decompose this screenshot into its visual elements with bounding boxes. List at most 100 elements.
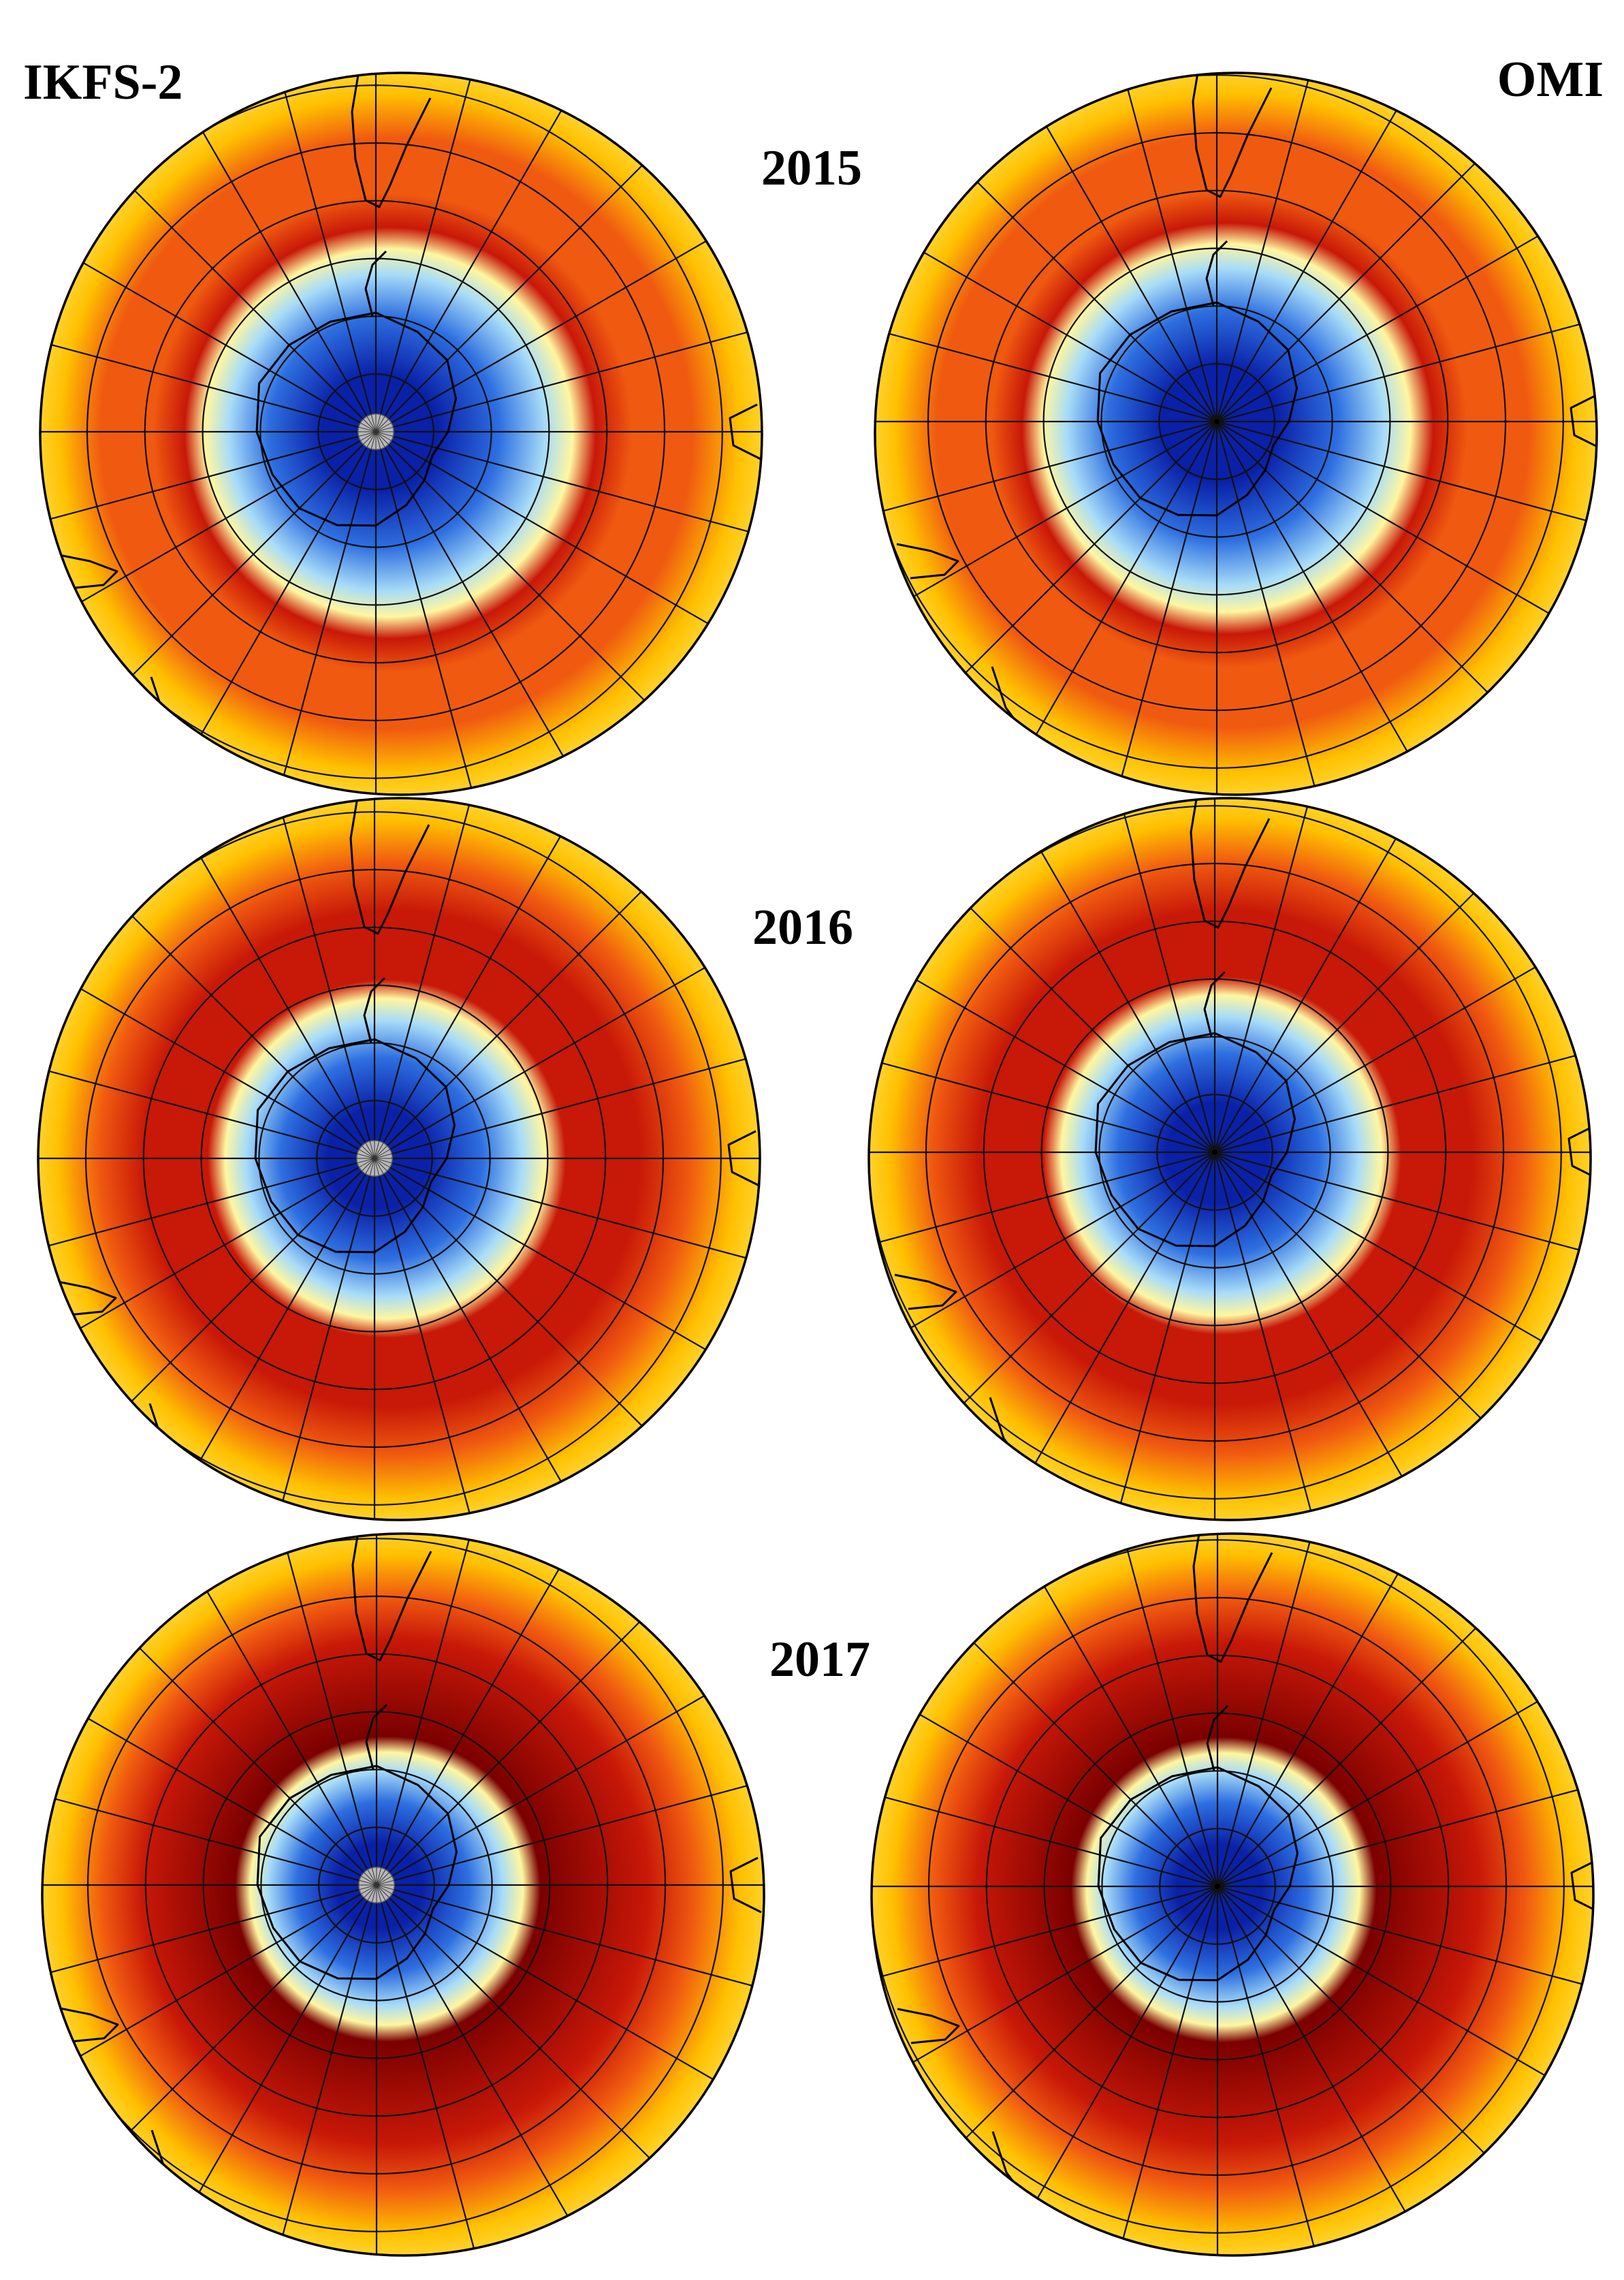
pole-gap-spoke — [357, 1153, 375, 1159]
meridian — [374, 1158, 682, 1466]
instrument-label-ikfs2: IKFS-2 — [23, 54, 183, 110]
map-border — [37, 797, 761, 1521]
pole-gap-spoke — [375, 431, 389, 445]
antarctica-coast — [1094, 1032, 1296, 1248]
meridian — [373, 1158, 488, 1520]
pole-gap-spoke — [376, 1884, 392, 1895]
meridian — [42, 1884, 377, 1998]
meridian — [375, 431, 593, 795]
pole-gap-spoke — [374, 1143, 384, 1159]
pole-gap-spoke — [359, 1884, 377, 1890]
pole-gap-spoke — [361, 1875, 377, 1886]
pole-gap-spoke — [363, 419, 377, 432]
africa-coast — [1567, 1124, 1591, 1181]
meridian — [375, 1884, 490, 2255]
meridian — [40, 430, 377, 545]
map-border — [41, 1532, 765, 2257]
antarctic-peninsula — [365, 1703, 388, 1770]
new-zealand-coast — [897, 2008, 960, 2044]
antarctic-peninsula — [1203, 970, 1226, 1037]
meridian — [1217, 1669, 1593, 1887]
polar-map-omi-2015 — [874, 72, 1598, 796]
pole-gap-spoke — [367, 1869, 377, 1886]
year-label-2015: 2015 — [761, 140, 862, 196]
pole-gap-spoke — [359, 1149, 375, 1159]
africa-coast — [727, 1130, 760, 1187]
pole-gap-spoke — [376, 1884, 382, 1903]
pole-gap-spoke — [376, 1875, 392, 1886]
meridian — [375, 431, 683, 739]
antarctica-coast — [256, 1764, 458, 1980]
pole-gap-spoke — [376, 1880, 394, 1886]
meridian — [374, 798, 592, 1159]
south-america-coast — [1192, 73, 1273, 198]
meridian — [373, 798, 488, 1159]
meridian — [1214, 1152, 1522, 1459]
meridian — [376, 1772, 764, 1886]
pole-point — [1212, 1150, 1217, 1155]
africa-coast — [1570, 1858, 1593, 1915]
meridian — [1214, 845, 1522, 1153]
year-label-2016: 2016 — [752, 900, 853, 955]
pole-gap-spoke — [374, 1158, 390, 1168]
meridian — [374, 1158, 750, 1376]
pole-gap-spoke — [375, 431, 394, 437]
meridian — [376, 1534, 594, 1886]
pole-gap-spoke — [375, 431, 392, 441]
meridian — [1216, 1886, 1331, 2255]
meridian — [376, 1668, 752, 1886]
pole-gap-spoke — [367, 1884, 377, 1901]
meridian — [375, 431, 752, 649]
meridian — [1217, 1886, 1525, 2194]
pole-point — [1215, 1884, 1220, 1889]
pole-gap-spoke — [371, 1884, 377, 1903]
meridian — [1102, 1152, 1216, 1520]
pole-gap-spoke — [359, 1880, 377, 1886]
pole-gap-spoke — [364, 1884, 377, 1898]
pole-gap-spoke — [363, 431, 377, 445]
antarctica-coast — [1096, 301, 1298, 517]
pole-gap-spoke — [374, 1158, 380, 1176]
map-border — [874, 72, 1598, 796]
pole-gap-spoke — [376, 1869, 386, 1886]
ozone-field — [42, 1534, 764, 2255]
pole-gap-spoke — [375, 426, 394, 432]
meridian — [1216, 421, 1593, 639]
south-america-coast — [351, 1534, 432, 1662]
pole-gap-spoke — [369, 1158, 375, 1176]
meridian — [375, 73, 489, 432]
new-zealand-coast — [56, 2006, 119, 2043]
pole-gap-spoke — [376, 1884, 386, 1901]
graticule — [875, 73, 1597, 795]
antarctic-peninsula — [1205, 240, 1228, 306]
meridian — [1217, 1886, 1593, 2104]
south-america-coast — [349, 798, 430, 935]
meridian — [375, 431, 489, 795]
africa-coast — [1570, 393, 1597, 450]
meridian — [1217, 1773, 1593, 1888]
pole-gap-spoke — [361, 1884, 377, 1895]
south-america-coast — [1192, 1534, 1273, 1663]
pole-gap-spoke — [376, 1884, 389, 1898]
pole-gap-spoke — [371, 1867, 377, 1886]
meridian — [1217, 1579, 1525, 1887]
year-label-2017: 2017 — [769, 1632, 870, 1688]
meridian — [38, 1045, 375, 1160]
meridian — [1214, 935, 1591, 1153]
pole-gap-spoke — [362, 1145, 375, 1159]
south-america-coast — [351, 73, 432, 208]
meridian — [375, 215, 752, 432]
meridian — [374, 1158, 592, 1520]
south-america-coast — [1190, 798, 1271, 929]
meridian — [1216, 204, 1593, 422]
map-border — [870, 1532, 1595, 2257]
meridian — [872, 1885, 1218, 1999]
meridian — [1214, 1039, 1591, 1154]
pole-gap-spoke — [375, 422, 392, 432]
pole-gap-spoke — [375, 416, 385, 432]
meridian — [1217, 1885, 1593, 1999]
meridian — [264, 1884, 378, 2255]
meridian — [1216, 420, 1597, 535]
map-border — [39, 72, 763, 796]
new-zealand-coast — [896, 543, 959, 580]
